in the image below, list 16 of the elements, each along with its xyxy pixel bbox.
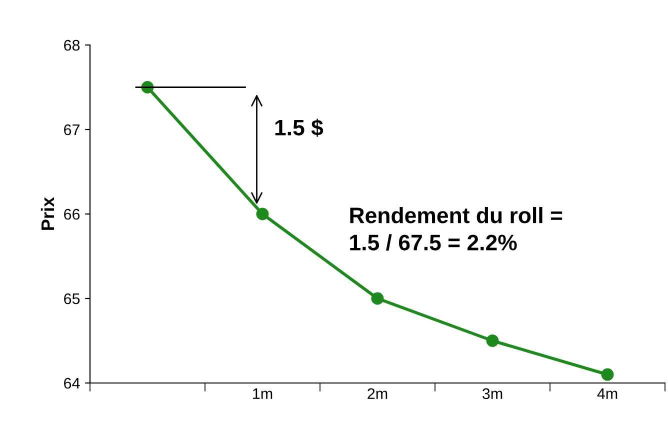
y-tick-label: 66 <box>64 208 80 220</box>
point <box>371 292 384 305</box>
annotation: 1.5 $ <box>275 118 324 137</box>
x-tick-label: 3m <box>482 388 502 400</box>
point <box>601 368 614 381</box>
x-tick-label: 4m <box>597 388 618 399</box>
x-tick-label: 2m <box>368 388 388 399</box>
y-axis-title: Prix <box>40 197 54 230</box>
y-tick-label: 64 <box>64 378 80 389</box>
y-tick-label: 65 <box>64 293 80 304</box>
annotation: Rendement du roll = 1.5 / 67.5 = 2.2% <box>350 206 562 251</box>
y-tick-label: 68 <box>64 40 80 51</box>
point <box>256 208 269 220</box>
point <box>486 334 499 347</box>
x-tick-label: 1m <box>253 388 272 399</box>
y-tick-label: 67 <box>64 124 80 136</box>
